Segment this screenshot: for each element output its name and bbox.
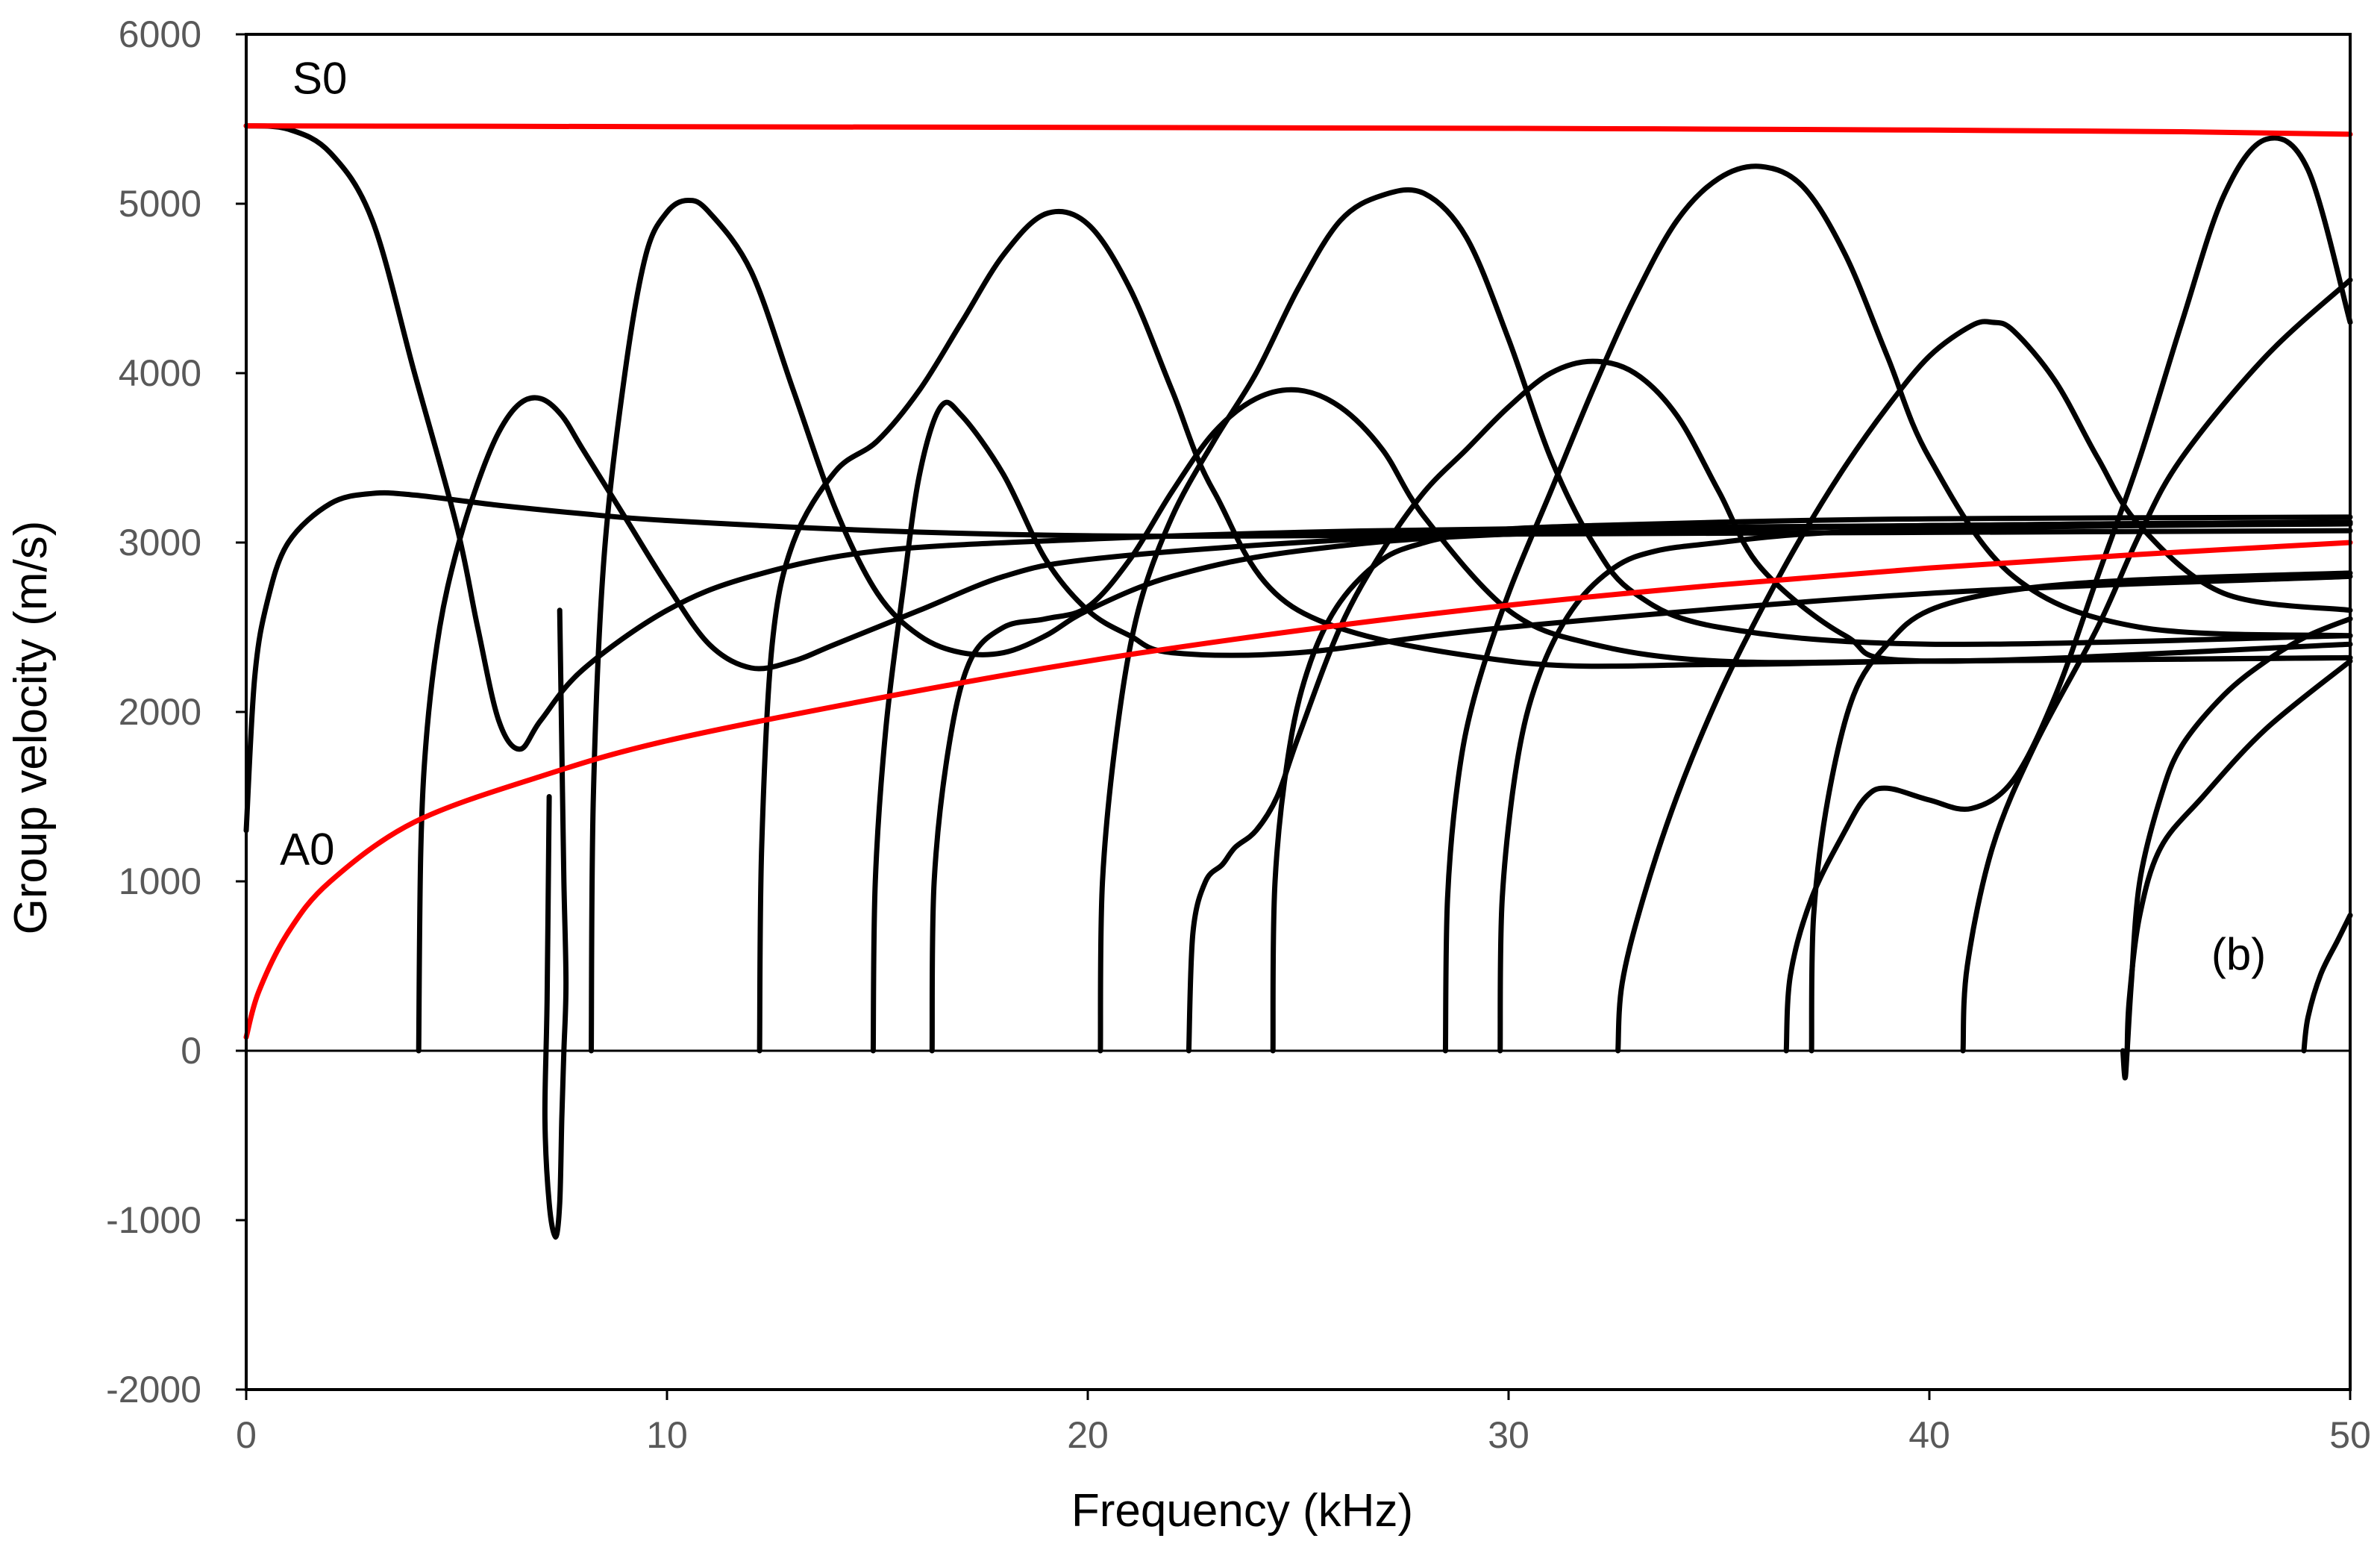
series-mode-5 [589, 198, 2353, 1054]
x-axis-title: Frequency (kHz) [1071, 1485, 1413, 1537]
y-tick-label: 6000 [119, 13, 201, 55]
x-tick-label: 50 [2329, 1414, 2371, 1456]
y-tick-label: 2000 [119, 691, 201, 733]
series-mode-10 [1186, 358, 2353, 1054]
series-mode-14 [1615, 319, 2353, 1054]
y-tick-label: 4000 [119, 352, 201, 394]
series-mode-11 [1270, 514, 2353, 1054]
series-mode-16 [1809, 570, 2353, 1054]
x-tick-label: 40 [1908, 1414, 1950, 1456]
x-tick-label: 10 [646, 1414, 688, 1456]
x-tick-label: 0 [236, 1414, 257, 1456]
curves-layer [243, 123, 2353, 1240]
panel-label: (b) [2211, 929, 2266, 979]
series-mode-13 [1497, 521, 2353, 1054]
series-mode-2 [243, 490, 2353, 834]
series-mode-4 [542, 607, 569, 1240]
x-tick-label: 20 [1067, 1414, 1109, 1456]
y-tick-label: 1000 [119, 860, 201, 902]
y-axis-title: Group velocity (m/s) [5, 521, 57, 935]
series-mode-17 [1960, 277, 2353, 1054]
series-mode-20 [2301, 912, 2353, 1054]
a0-mode-label: A0 [280, 824, 334, 874]
series-mode-19 [2124, 658, 2353, 1054]
series-s0 [243, 123, 2353, 137]
series-a0 [243, 540, 2353, 1040]
axis-ticks [236, 33, 2352, 1400]
s0-mode-label: S0 [292, 53, 347, 103]
y-tick-label: -2000 [106, 1369, 201, 1410]
series-mode-9 [1097, 187, 2353, 1054]
series-mode-3 [416, 395, 2353, 1054]
series-mode-6 [757, 208, 2353, 1054]
series-mode-8 [929, 387, 2353, 1054]
y-tick-label: 0 [181, 1030, 201, 1072]
y-tick-label: -1000 [106, 1199, 201, 1241]
y-tick-label: 5000 [119, 183, 201, 225]
series-mode-12 [1442, 163, 2353, 1054]
y-tick-label: 3000 [119, 522, 201, 563]
x-tick-label: 30 [1488, 1414, 1529, 1456]
axis-tick-labels: 0 10 20 30 40 50 -2000 -1000 0 1000 2000 3000 4000 50… [106, 13, 2371, 1456]
series-mode-7 [870, 399, 2353, 1054]
series-mode-15 [1783, 135, 2353, 1054]
